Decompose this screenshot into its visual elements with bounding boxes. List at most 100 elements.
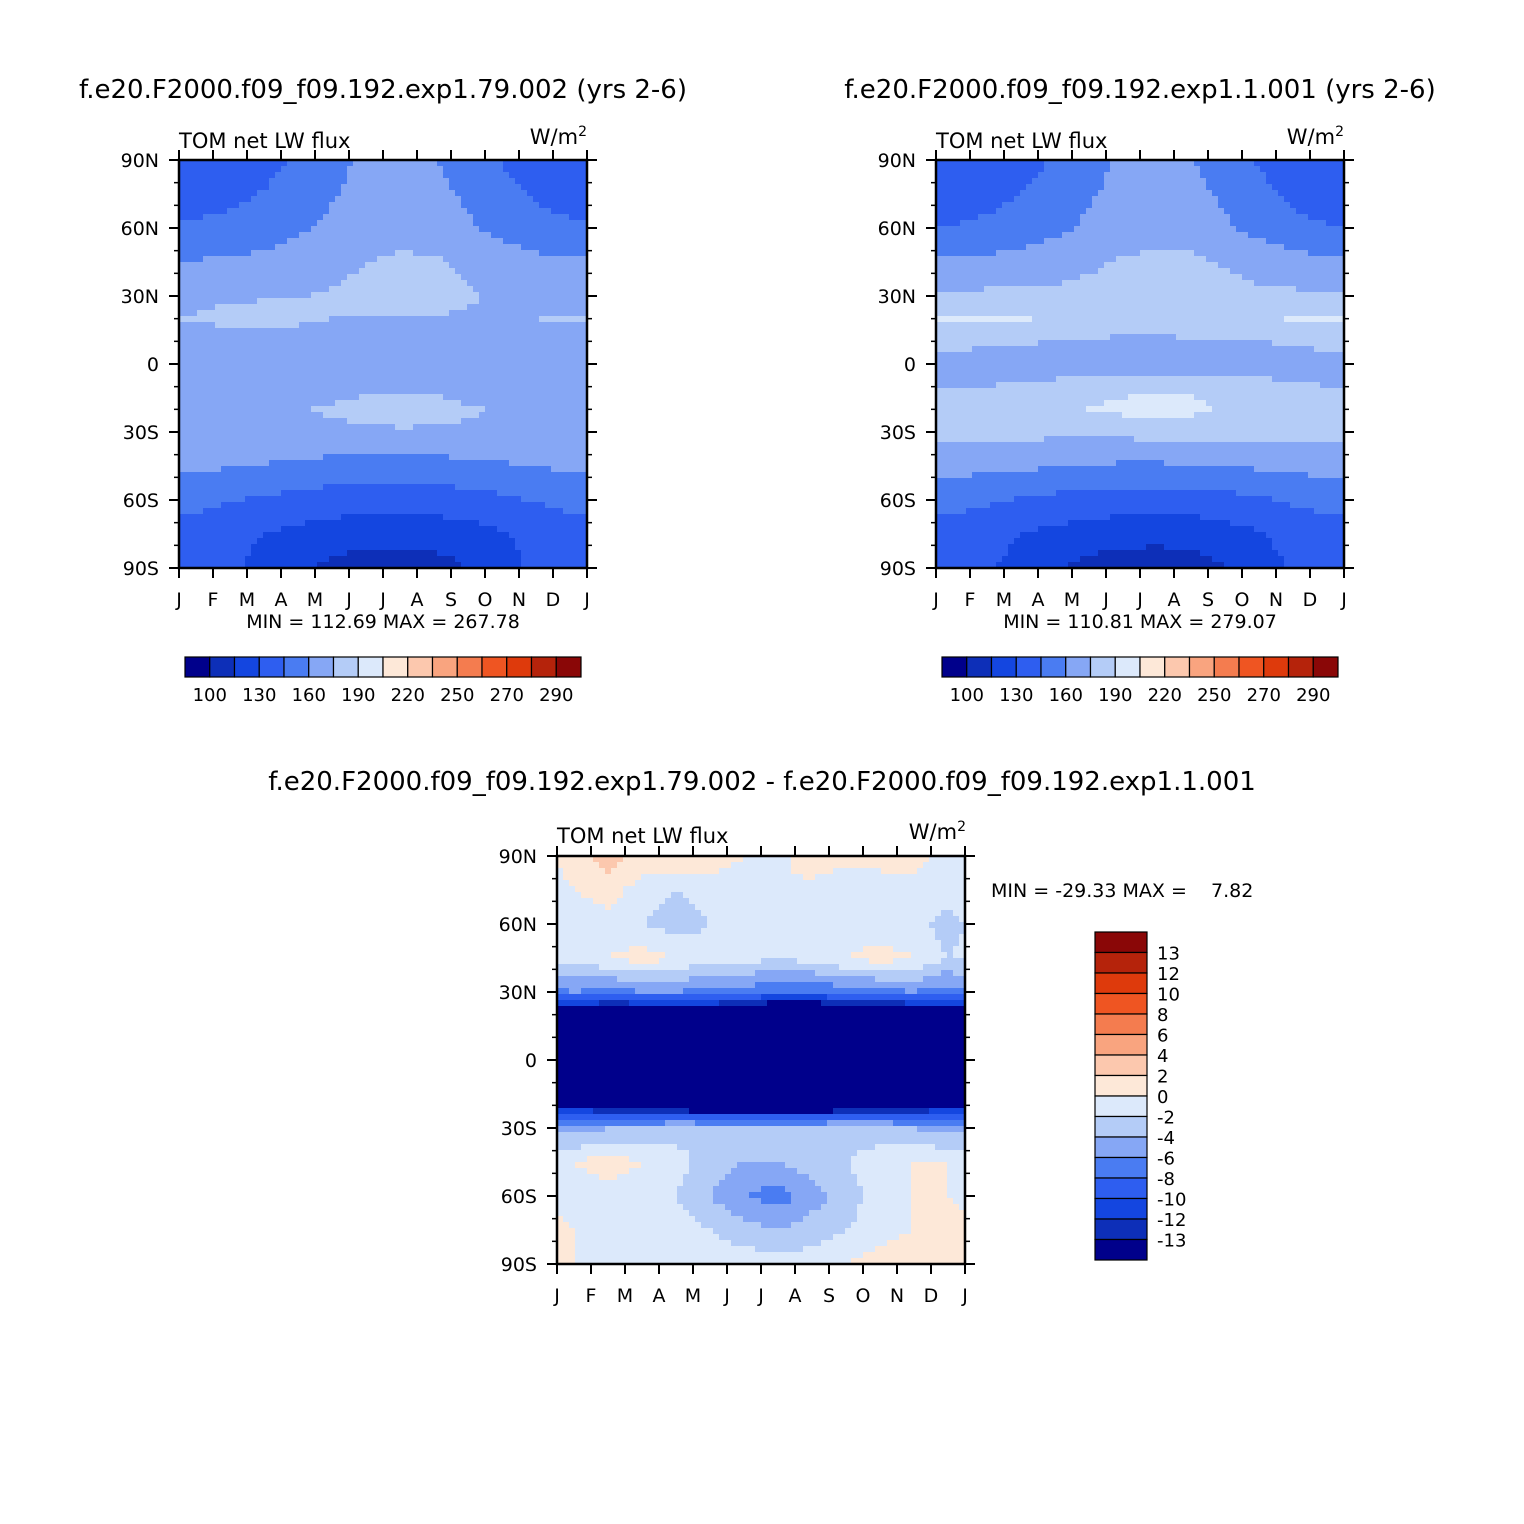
contour-cell bbox=[233, 160, 240, 167]
contour-cell bbox=[365, 448, 372, 455]
contour-cell bbox=[491, 286, 498, 293]
contour-cell bbox=[347, 382, 354, 389]
contour-cell bbox=[329, 304, 336, 311]
contour-cell bbox=[419, 550, 426, 557]
contour-cell bbox=[545, 208, 552, 215]
contour-cell bbox=[413, 520, 420, 527]
contour-cell bbox=[185, 220, 192, 227]
contour-cell bbox=[263, 352, 270, 359]
contour-cell bbox=[551, 532, 558, 539]
contour-cell bbox=[275, 532, 282, 539]
contour-cell bbox=[581, 532, 588, 539]
contour-cell bbox=[407, 532, 414, 539]
contour-cell bbox=[359, 520, 366, 527]
contour-cell bbox=[275, 166, 282, 173]
contour-cell bbox=[347, 184, 354, 191]
contour-cell bbox=[521, 502, 528, 509]
contour-cell bbox=[437, 376, 444, 383]
contour-cell bbox=[497, 538, 504, 545]
contour-cell bbox=[371, 430, 378, 437]
contour-cell bbox=[395, 454, 402, 461]
contour-cell bbox=[455, 244, 462, 251]
contour-cell bbox=[209, 562, 216, 569]
contour-cell bbox=[569, 232, 576, 239]
contour-cell bbox=[563, 448, 570, 455]
contour-cell bbox=[179, 202, 186, 209]
contour-cell bbox=[455, 376, 462, 383]
contour-cell bbox=[203, 496, 210, 503]
contour-cell bbox=[413, 262, 420, 269]
contour-cell bbox=[251, 502, 258, 509]
contour-cell bbox=[1260, 172, 1267, 179]
contour-cell bbox=[311, 286, 318, 293]
contour-cell bbox=[431, 160, 438, 167]
contour-cell bbox=[575, 454, 582, 461]
contour-cell bbox=[329, 292, 336, 299]
contour-cell bbox=[275, 520, 282, 527]
contour-cell bbox=[419, 502, 426, 509]
contour-cell bbox=[515, 268, 522, 275]
contour-cell bbox=[545, 538, 552, 545]
contour-cell bbox=[233, 514, 240, 521]
contour-cell bbox=[341, 442, 348, 449]
contour-cell bbox=[311, 214, 318, 221]
contour-cell bbox=[383, 418, 390, 425]
contour-cell bbox=[509, 202, 516, 209]
contour-cell bbox=[503, 196, 510, 203]
contour-cell bbox=[257, 370, 264, 377]
contour-cell bbox=[419, 436, 426, 443]
contour-cell bbox=[479, 364, 486, 371]
contour-cell bbox=[233, 334, 240, 341]
contour-cell bbox=[557, 544, 564, 551]
contour-cell bbox=[317, 388, 324, 395]
contour-cell bbox=[545, 460, 552, 467]
contour-cell bbox=[221, 436, 228, 443]
contour-cell bbox=[497, 232, 504, 239]
contour-cell bbox=[341, 364, 348, 371]
contour-cell bbox=[281, 262, 288, 269]
contour-cell bbox=[395, 196, 402, 203]
contour-cell bbox=[389, 286, 396, 293]
contour-cell bbox=[329, 370, 336, 377]
contour-cell bbox=[473, 532, 480, 539]
contour-cell bbox=[557, 178, 564, 185]
contour-cell bbox=[203, 436, 210, 443]
contour-cell bbox=[1218, 160, 1225, 167]
contour-cell bbox=[263, 178, 270, 185]
contour-cell bbox=[251, 352, 258, 359]
contour-cell bbox=[575, 412, 582, 419]
contour-cell bbox=[233, 436, 240, 443]
contour-cell bbox=[317, 412, 324, 419]
contour-cell bbox=[353, 202, 360, 209]
contour-cell bbox=[179, 310, 186, 317]
contour-cell bbox=[203, 232, 210, 239]
contour-cell bbox=[515, 544, 522, 551]
contour-cell bbox=[203, 322, 210, 329]
contour-cell bbox=[551, 250, 558, 257]
contour-cell bbox=[263, 430, 270, 437]
contour-cell bbox=[299, 460, 306, 467]
contour-cell bbox=[389, 166, 396, 173]
contour-cell bbox=[221, 160, 228, 167]
contour-cell bbox=[257, 556, 264, 563]
contour-cell bbox=[1194, 166, 1201, 173]
contour-cell bbox=[191, 184, 198, 191]
contour-cell bbox=[365, 334, 372, 341]
contour-cell bbox=[383, 466, 390, 473]
contour-cell bbox=[275, 184, 282, 191]
contour-cell bbox=[185, 310, 192, 317]
contour-cell bbox=[503, 406, 510, 413]
contour-cell bbox=[539, 502, 546, 509]
contour-cell bbox=[215, 418, 222, 425]
contour-cell bbox=[575, 238, 582, 245]
contour-cell bbox=[287, 166, 294, 173]
contour-cell bbox=[563, 172, 570, 179]
contour-cell bbox=[197, 388, 204, 395]
contour-cell bbox=[227, 202, 234, 209]
contour-cell bbox=[467, 556, 474, 563]
contour-cell bbox=[509, 160, 516, 167]
contour-cell bbox=[299, 184, 306, 191]
contour-cell bbox=[389, 232, 396, 239]
contour-cell bbox=[395, 460, 402, 467]
contour-cell bbox=[293, 448, 300, 455]
